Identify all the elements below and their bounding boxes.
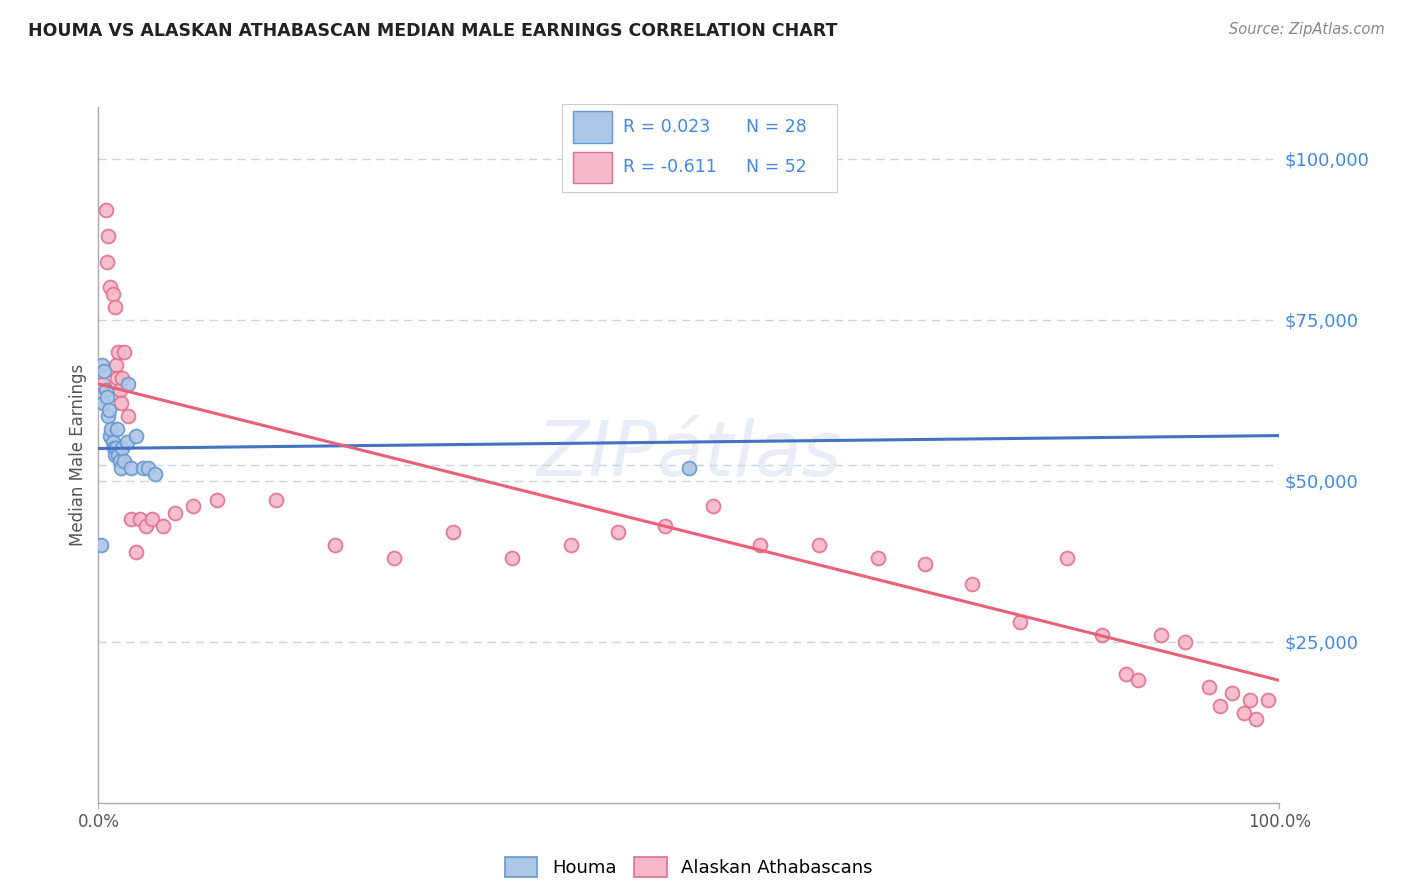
Point bbox=[115, 435, 138, 450]
Point bbox=[1257, 692, 1279, 706]
Point bbox=[1239, 692, 1261, 706]
Point bbox=[323, 538, 346, 552]
Point bbox=[165, 506, 187, 520]
Point bbox=[1008, 615, 1031, 630]
Point bbox=[1233, 706, 1256, 720]
Point bbox=[560, 538, 582, 552]
Point bbox=[205, 493, 228, 508]
Point bbox=[105, 370, 128, 384]
Point bbox=[152, 518, 174, 533]
Text: N = 28: N = 28 bbox=[747, 118, 807, 136]
Point bbox=[143, 467, 166, 482]
Legend: Houma, Alaskan Athabascans: Houma, Alaskan Athabascans bbox=[498, 850, 880, 884]
Point bbox=[702, 500, 724, 514]
Point bbox=[97, 228, 120, 243]
Point bbox=[141, 512, 163, 526]
Point bbox=[105, 442, 128, 456]
Point bbox=[1220, 686, 1243, 700]
Point bbox=[90, 538, 112, 552]
Point bbox=[121, 460, 143, 475]
Text: N = 52: N = 52 bbox=[747, 158, 807, 177]
Point bbox=[110, 460, 132, 475]
Point bbox=[121, 512, 143, 526]
Point bbox=[807, 538, 830, 552]
Point bbox=[501, 551, 523, 566]
Point bbox=[103, 442, 125, 456]
Point bbox=[112, 454, 135, 468]
Point bbox=[91, 396, 114, 410]
Point bbox=[98, 280, 121, 294]
Point bbox=[108, 454, 131, 468]
Point bbox=[117, 377, 139, 392]
Point bbox=[111, 442, 134, 456]
Point bbox=[125, 544, 148, 558]
Point bbox=[128, 512, 150, 526]
Point bbox=[104, 300, 127, 314]
Point bbox=[654, 518, 676, 533]
Point bbox=[107, 448, 129, 462]
Point bbox=[1115, 667, 1137, 681]
Point bbox=[1174, 634, 1197, 648]
Point bbox=[748, 538, 770, 552]
Point bbox=[91, 377, 114, 392]
Point bbox=[607, 525, 630, 540]
Point bbox=[94, 384, 117, 398]
Point bbox=[1150, 628, 1173, 642]
Point bbox=[441, 525, 464, 540]
Point bbox=[866, 551, 889, 566]
Point bbox=[110, 396, 132, 410]
Point bbox=[105, 422, 128, 436]
Text: R = 0.023: R = 0.023 bbox=[623, 118, 710, 136]
Y-axis label: Median Male Earnings: Median Male Earnings bbox=[69, 364, 87, 546]
Point bbox=[105, 358, 128, 372]
Point bbox=[678, 460, 700, 475]
Point bbox=[93, 364, 115, 378]
Point bbox=[1091, 628, 1114, 642]
Point bbox=[962, 576, 984, 591]
Bar bbox=[574, 112, 612, 143]
Text: HOUMA VS ALASKAN ATHABASCAN MEDIAN MALE EARNINGS CORRELATION CHART: HOUMA VS ALASKAN ATHABASCAN MEDIAN MALE … bbox=[28, 22, 838, 40]
Point bbox=[132, 460, 155, 475]
Point bbox=[101, 286, 124, 301]
Point bbox=[1209, 699, 1232, 714]
Point bbox=[98, 402, 121, 417]
Point bbox=[98, 428, 121, 442]
Point bbox=[136, 460, 159, 475]
Point bbox=[382, 551, 405, 566]
Point bbox=[111, 370, 134, 384]
Point bbox=[104, 448, 127, 462]
Point bbox=[100, 422, 122, 436]
Point bbox=[117, 409, 139, 424]
Point bbox=[135, 518, 157, 533]
Point bbox=[264, 493, 287, 508]
Point bbox=[914, 558, 936, 572]
Text: R = -0.611: R = -0.611 bbox=[623, 158, 717, 177]
Point bbox=[96, 254, 118, 268]
Point bbox=[97, 409, 120, 424]
Point bbox=[112, 344, 135, 359]
Point bbox=[1244, 712, 1267, 726]
Text: Source: ZipAtlas.com: Source: ZipAtlas.com bbox=[1229, 22, 1385, 37]
Point bbox=[125, 428, 148, 442]
Bar bbox=[574, 152, 612, 183]
Point bbox=[108, 384, 131, 398]
Point bbox=[91, 358, 114, 372]
Point bbox=[96, 390, 118, 404]
Point bbox=[181, 500, 204, 514]
Point bbox=[1126, 673, 1149, 688]
Text: ZIPátlas: ZIPátlas bbox=[536, 418, 842, 491]
Point bbox=[94, 203, 117, 218]
Point bbox=[107, 344, 129, 359]
Point bbox=[1056, 551, 1078, 566]
Point bbox=[101, 435, 124, 450]
Point bbox=[1198, 680, 1220, 694]
